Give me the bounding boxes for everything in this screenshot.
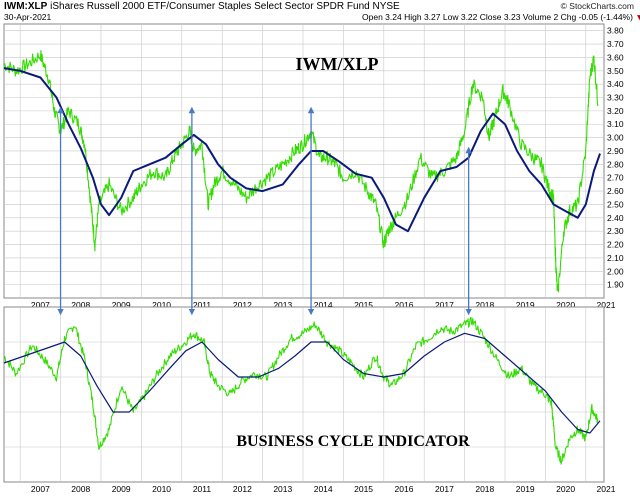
top-panel: 2007 2008 2009 2010 2011 2012 2013 2014 2015 2016… bbox=[3, 23, 624, 310]
top-x-tick-label: 2021 bbox=[597, 300, 616, 310]
bottom-x-tick-label: 2010 bbox=[152, 484, 171, 494]
top-y-tick-label: 2.50 bbox=[607, 199, 624, 209]
bottom-x-tick-label: 2009 bbox=[112, 484, 131, 494]
top-y-tick-label: 3.80 bbox=[607, 26, 624, 36]
top-y-tick-label: 3.20 bbox=[607, 106, 624, 116]
bottom-x-tick-label: 2014 bbox=[314, 484, 333, 494]
top-x-tick-label: 2017 bbox=[435, 300, 454, 310]
open-value: 3.24 bbox=[385, 12, 402, 22]
top-y-tick-label: 2.00 bbox=[607, 266, 624, 276]
top-y-tick-label: 2.30 bbox=[607, 226, 624, 236]
close-value: 3.23 bbox=[503, 12, 521, 22]
bottom-x-tick-label: 2020 bbox=[556, 484, 575, 494]
top-x-tick-label: 2020 bbox=[556, 300, 575, 310]
top-y-tick-label: 2.20 bbox=[607, 240, 624, 250]
bottom-x-tick-label: 2007 bbox=[31, 484, 50, 494]
top-y-tick-label: 2.70 bbox=[607, 173, 624, 183]
top-y-tick-label: 3.70 bbox=[607, 39, 624, 49]
quote-summary: Open 3.24 High 3.27 Low 3.22 Close 3.23 … bbox=[362, 12, 640, 22]
cycle-arrows bbox=[57, 106, 472, 316]
top-y-tick-label: 3.30 bbox=[607, 93, 624, 103]
brand-label: © StockCharts.com bbox=[560, 1, 634, 11]
bottom-moving-average-line bbox=[3, 332, 601, 434]
bottom-chart-title: BUSINESS CYCLE INDICATOR bbox=[236, 433, 470, 450]
top-y-tick-label: 3.60 bbox=[607, 52, 624, 62]
bottom-x-tick-label: 2017 bbox=[435, 484, 454, 494]
volume-value: 2 bbox=[553, 12, 559, 22]
top-y-tick-label: 3.40 bbox=[607, 79, 624, 89]
bottom-x-tick-label: 2008 bbox=[71, 484, 90, 494]
low-value: 3.22 bbox=[460, 12, 478, 22]
volume-label: Volume bbox=[522, 12, 552, 22]
top-y-tick-label: 2.60 bbox=[607, 186, 624, 196]
top-y-tick-label: 3.10 bbox=[607, 119, 624, 129]
top-frame bbox=[3, 23, 605, 299]
chart-date: 30-Apr-2021 bbox=[4, 12, 52, 22]
exchange-label: NYSE bbox=[372, 1, 400, 12]
bottom-x-tick-label: 2018 bbox=[475, 484, 494, 494]
down-arrow-icon: ▼ bbox=[635, 12, 640, 22]
symbol-description: iShares Russell 2000 ETF/Consumer Staple… bbox=[50, 1, 370, 12]
bottom-x-tick-label: 2011 bbox=[193, 484, 212, 494]
top-y-tick-label: 1.90 bbox=[607, 280, 624, 290]
open-label: Open bbox=[362, 12, 383, 22]
top-chart-title: IWM/XLP bbox=[296, 54, 379, 74]
top-x-tick-label: 2007 bbox=[31, 300, 50, 310]
top-x-tick-label: 2018 bbox=[475, 300, 494, 310]
bottom-frame bbox=[3, 306, 605, 483]
top-x-tick-label: 2014 bbox=[314, 300, 333, 310]
chart-symbol-title: IWM:XLP iShares Russell 2000 ETF/Consume… bbox=[4, 1, 400, 12]
bottom-x-tick-label: 2021 bbox=[597, 484, 616, 494]
high-label: High bbox=[404, 12, 422, 22]
bottom-x-tick-label: 2019 bbox=[516, 484, 535, 494]
top-x-tick-label: 2019 bbox=[516, 300, 535, 310]
top-x-tick-label: 2015 bbox=[354, 300, 373, 310]
top-y-tick-label: 2.10 bbox=[607, 253, 624, 263]
bottom-x-tick-label: 2016 bbox=[395, 484, 414, 494]
bottom-x-tick-label: 2015 bbox=[354, 484, 373, 494]
top-x-tick-label: 2011 bbox=[193, 300, 212, 310]
bottom-x-tick-label: 2013 bbox=[273, 484, 292, 494]
chg-value: -0.05 (-1.44%) bbox=[578, 12, 633, 22]
bottom-x-tick-label: 2012 bbox=[233, 484, 252, 494]
close-label: Close bbox=[479, 12, 502, 22]
chart-header: IWM:XLP iShares Russell 2000 ETF/Consume… bbox=[0, 0, 640, 22]
top-x-tick-label: 2010 bbox=[152, 300, 171, 310]
symbol-label: IWM:XLP bbox=[4, 1, 48, 12]
low-label: Low bbox=[442, 12, 459, 22]
top-x-tick-label: 2009 bbox=[112, 300, 131, 310]
top-series-line bbox=[3, 49, 599, 293]
top-y-tick-label: 3.50 bbox=[607, 66, 624, 76]
bottom-series-line bbox=[3, 316, 599, 465]
top-x-tick-label: 2012 bbox=[233, 300, 252, 310]
top-x-tick-label: 2016 bbox=[395, 300, 414, 310]
chg-label: Chg bbox=[560, 12, 577, 22]
top-y-tick-label: 2.40 bbox=[607, 213, 624, 223]
high-value: 3.27 bbox=[423, 12, 441, 22]
top-x-tick-label: 2008 bbox=[71, 300, 90, 310]
top-y-tick-label: 3.00 bbox=[607, 133, 624, 143]
top-x-tick-label: 2013 bbox=[273, 300, 292, 310]
top-moving-average-line bbox=[3, 67, 601, 233]
top-y-tick-label: 2.80 bbox=[607, 159, 624, 169]
top-y-tick-label: 2.90 bbox=[607, 146, 624, 156]
bottom-panel: 2007 2008 2009 2010 2011 2012 2013 2014 2015 2016… bbox=[3, 306, 616, 494]
